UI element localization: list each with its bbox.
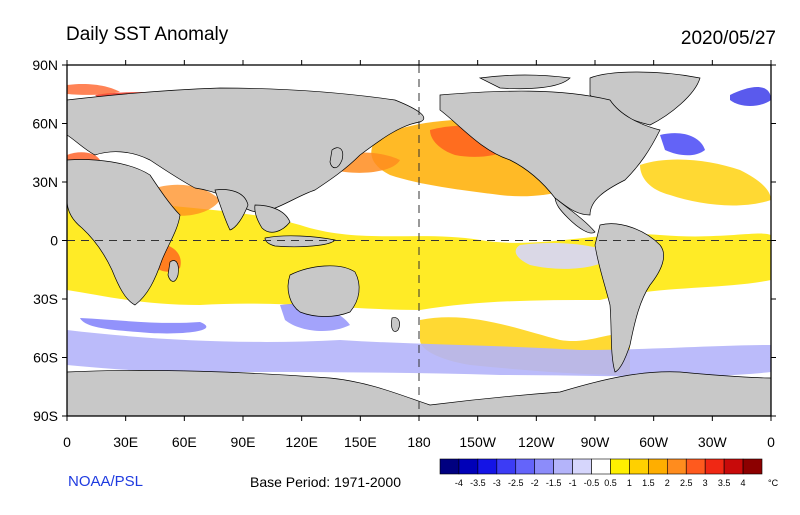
map-layer xyxy=(67,65,771,416)
legend-label: 1.5 xyxy=(642,478,655,488)
land-masses xyxy=(67,71,771,416)
legend-swatch xyxy=(685,458,706,475)
legend-unit: °C xyxy=(768,478,779,488)
anomaly-southern-ocean-cool xyxy=(67,330,771,377)
legend-label: -2.5 xyxy=(508,478,524,488)
map-date: 2020/05/27 xyxy=(680,28,776,49)
legend-label: -3.5 xyxy=(470,478,486,488)
legend-swatch xyxy=(629,458,649,475)
lat-tick-label: 60N xyxy=(32,116,58,132)
land-south-america xyxy=(594,223,664,373)
legend-swatch xyxy=(496,458,517,475)
land-australia xyxy=(287,265,360,317)
land-madagascar xyxy=(167,260,179,282)
lat-tick-label: 90N xyxy=(32,57,58,73)
anomaly-nw-atlantic-cold xyxy=(660,133,705,156)
legend-swatch xyxy=(704,458,725,475)
legend-swatch xyxy=(553,458,573,475)
legend-swatch xyxy=(439,458,460,475)
lon-tick-label: 30E xyxy=(113,434,138,450)
legend-label: -1 xyxy=(569,478,577,488)
legend-swatch xyxy=(477,458,498,475)
legend-label: -2 xyxy=(531,478,539,488)
land-india xyxy=(214,189,249,231)
legend-swatch xyxy=(742,458,763,475)
lon-tick-label: 120E xyxy=(285,434,318,450)
anomaly-east-pacific-cool xyxy=(515,243,615,269)
color-legend: -4 -3.5 -3 -2.5 -2 -1.5 -1 -0.5 0.5 1 1.5 2 2.5 3 3.5 4… xyxy=(439,458,779,488)
land-africa xyxy=(67,159,181,306)
axis-ticks: 90N 60N 30N 0 30S 60S 90S 0 30E 60E 90E 120E 150E 180… xyxy=(32,57,776,450)
land-antarctica xyxy=(67,370,771,416)
land-japan xyxy=(329,147,344,169)
lon-tick-label: 0 xyxy=(767,434,775,450)
land-north-america xyxy=(439,90,661,216)
land-southeast-asia xyxy=(254,204,291,233)
lon-tick-label: 150W xyxy=(459,434,496,450)
lon-tick-label: 90W xyxy=(581,434,611,450)
legend-label: 0.5 xyxy=(604,478,617,488)
legend-swatch xyxy=(648,458,668,475)
legend-swatch xyxy=(610,458,630,475)
lon-tick-label: 120W xyxy=(518,434,555,450)
legend-swatch xyxy=(534,458,554,475)
lon-tick-label: 60E xyxy=(172,434,197,450)
land-arctic-islands xyxy=(478,74,571,90)
legend-label: 3 xyxy=(703,478,708,488)
legend-swatch xyxy=(515,458,536,475)
anomaly-arctic-hot xyxy=(67,83,120,95)
lon-tick-label: 90E xyxy=(231,434,256,450)
lon-tick-label: 180 xyxy=(407,434,431,450)
legend-label: -1.5 xyxy=(546,478,562,488)
lat-tick-label: 90S xyxy=(33,408,58,424)
land-new-zealand xyxy=(391,317,400,332)
legend-label: 1 xyxy=(627,478,632,488)
legend-swatch xyxy=(572,458,592,475)
lon-tick-label: 30W xyxy=(698,434,728,450)
legend-label: 2 xyxy=(665,478,670,488)
legend-label: 2.5 xyxy=(680,478,693,488)
lat-tick-label: 30S xyxy=(33,291,58,307)
lon-tick-label: 0 xyxy=(63,434,71,450)
anomaly-labrador-cold xyxy=(730,86,771,106)
map-title: Daily SST Anomaly xyxy=(66,24,229,45)
base-period-label: Base Period: 1971-2000 xyxy=(250,474,401,490)
lon-tick-label: 150E xyxy=(344,434,377,450)
lat-tick-label: 0 xyxy=(50,233,58,249)
anomaly-atlantic-warm xyxy=(640,159,771,206)
credit-link[interactable]: NOAA/PSL xyxy=(68,473,144,490)
legend-swatch xyxy=(723,458,744,475)
legend-label: 4 xyxy=(741,478,746,488)
lat-tick-label: 30N xyxy=(32,174,58,190)
legend-swatch xyxy=(666,458,687,475)
legend-label: -0.5 xyxy=(584,478,600,488)
land-europe-asia xyxy=(67,87,425,213)
anomaly-southern-cool-band xyxy=(80,318,207,334)
land-indonesia xyxy=(264,235,336,248)
lat-tick-label: 60S xyxy=(33,350,58,366)
lon-tick-label: 60W xyxy=(639,434,669,450)
legend-label: -3 xyxy=(493,478,501,488)
land-central-america xyxy=(554,197,596,234)
legend-label: 3.5 xyxy=(718,478,731,488)
legend-swatch xyxy=(458,458,479,475)
anomaly-australia-south-cool xyxy=(280,303,350,332)
legend-swatch xyxy=(591,458,611,475)
legend-label: -4 xyxy=(455,478,463,488)
